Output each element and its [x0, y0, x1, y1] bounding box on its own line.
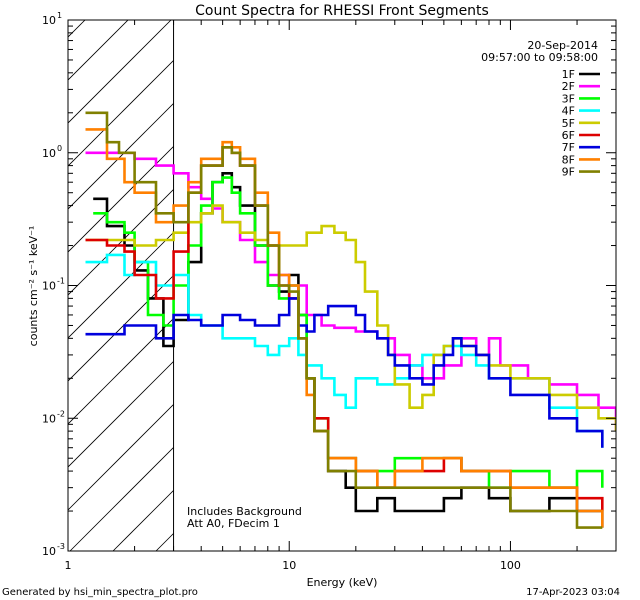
- y-tick-exponent: -1: [57, 277, 65, 286]
- legend-label-7F: 7F: [562, 141, 575, 154]
- x-axis-label: Energy (keV): [307, 576, 378, 589]
- legend-label-9F: 9F: [562, 166, 575, 179]
- y-tick-label: 10: [42, 280, 56, 293]
- legend-label-8F: 8F: [562, 153, 575, 166]
- chart-title: Count Spectra for RHESSI Front Segments: [195, 3, 489, 19]
- y-tick-exponent: -3: [57, 542, 65, 551]
- hatch-line: [68, 20, 172, 124]
- legend-label-6F: 6F: [562, 129, 575, 142]
- x-tick-label: 10: [282, 559, 296, 572]
- legend-label-5F: 5F: [562, 117, 575, 130]
- y-tick-exponent: 0: [57, 144, 62, 153]
- hatch-line: [0, 0, 111, 551]
- footer-generated-by: Generated by hsi_min_spectra_plot.pro: [2, 587, 198, 598]
- time-range-label: 09:57:00 to 09:58:00: [481, 51, 598, 64]
- series-lines: [85, 111, 616, 529]
- y-tick-label: 10: [42, 14, 56, 27]
- legend-label-1F: 1F: [562, 68, 575, 81]
- footer-timestamp: 17-Apr-2023 03:04: [526, 587, 620, 598]
- excluded-region-hatch: [0, 0, 616, 551]
- legend-label-3F: 3F: [562, 92, 575, 105]
- y-tick-label: 10: [42, 545, 56, 558]
- y-tick-label: 10: [42, 412, 56, 425]
- y-axis-label: counts cm⁻² s⁻¹ keV⁻¹: [27, 226, 40, 347]
- attenuator-note: Att A0, FDecim 1: [187, 517, 280, 530]
- legend-label-4F: 4F: [562, 105, 575, 118]
- x-tick-label: 100: [500, 559, 521, 572]
- date-label: 20-Sep-2014: [527, 39, 598, 52]
- legend-label-2F: 2F: [562, 80, 575, 93]
- background-note: Includes Background: [187, 505, 302, 518]
- y-tick-exponent: 1: [57, 11, 62, 20]
- info-box: 20-Sep-2014 09:57:00 to 09:58:00: [481, 39, 598, 64]
- hatch-line: [68, 20, 129, 81]
- series-line-9F: [85, 111, 603, 529]
- y-tick-exponent: -2: [57, 409, 65, 418]
- y-tick-label: 10: [42, 147, 56, 160]
- x-tick-label: 1: [65, 559, 72, 572]
- series-line-7F: [85, 297, 604, 448]
